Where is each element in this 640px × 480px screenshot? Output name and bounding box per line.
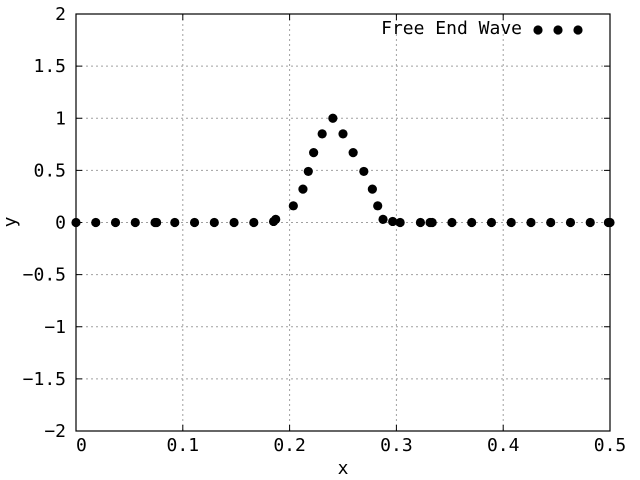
data-point [487,218,496,227]
legend-markers [533,25,582,34]
data-point [447,218,456,227]
data-point [190,218,199,227]
data-point [271,215,280,224]
data-point [396,218,405,227]
data-point [605,218,614,227]
data-point [91,218,100,227]
x-tick-label: 0 [76,435,87,456]
axis-ticks: 0 0.1 0.2 0.3 0.4 0.5 −2 −1.5 −1 −0.5 0 0.5 1 1.5 2 [23,4,627,456]
data-point [368,185,377,194]
data-point [338,129,347,138]
data-point [349,148,358,157]
data-point [467,218,476,227]
data-point [131,218,140,227]
data-point [359,167,368,176]
data-point [210,218,219,227]
data-point [546,218,555,227]
x-tick-label: 0.4 [487,435,520,456]
data-point [586,218,595,227]
y-tick-label: 1 [55,108,66,129]
x-axis-label: x [338,458,349,479]
x-tick-label: 0.3 [380,435,413,456]
y-tick-label: −1 [44,317,66,338]
data-point [566,218,575,227]
data-point [507,218,516,227]
data-point [71,218,80,227]
y-axis-label: y [0,216,21,227]
y-tick-label: 0.5 [33,160,66,181]
data-point [111,218,120,227]
data-point [152,218,161,227]
data-point [526,218,535,227]
data-point [249,218,258,227]
data-point [318,129,327,138]
y-tick-label: −0.5 [23,265,66,286]
data-point [378,215,387,224]
data-point [170,218,179,227]
y-tick-label: 0 [55,213,66,234]
legend-label: Free End Wave [381,18,522,39]
x-tick-label: 0.1 [167,435,200,456]
legend: Free End Wave [381,18,582,39]
data-point [373,201,382,210]
data-point [328,114,337,123]
data-point [289,201,298,210]
y-tick-label: 1.5 [33,56,66,77]
legend-marker [573,25,582,34]
y-tick-label: −1.5 [23,369,66,390]
data-point [309,148,318,157]
legend-marker [533,25,542,34]
y-tick-label: −2 [44,421,66,442]
legend-marker [553,25,562,34]
data-point [298,185,307,194]
y-tick-label: 2 [55,4,66,25]
x-tick-label: 0.2 [273,435,306,456]
x-tick-label: 0.5 [594,435,627,456]
data-point [304,167,313,176]
data-point [416,218,425,227]
data-point [428,218,437,227]
data-point [229,218,238,227]
